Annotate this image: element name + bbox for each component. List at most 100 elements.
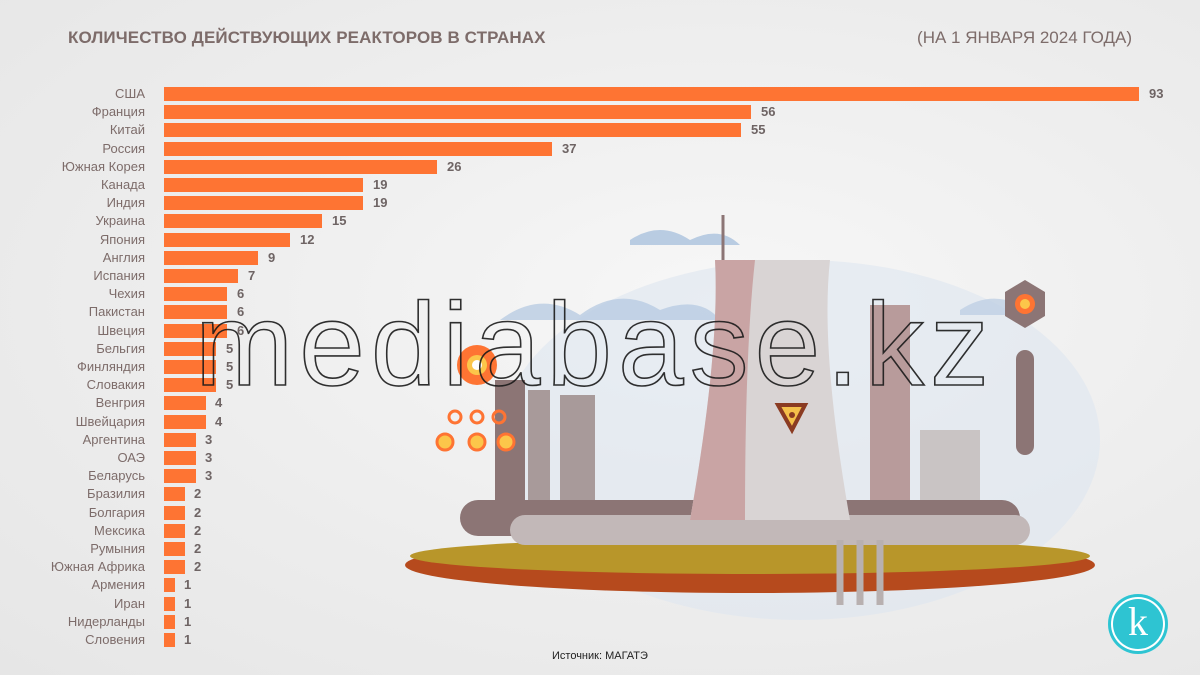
- chart-row: Бельгия 5: [0, 341, 1200, 359]
- country-label: Аргентина: [82, 431, 145, 447]
- chart-row: Франция 56: [0, 104, 1200, 122]
- value-label: 37: [562, 140, 577, 156]
- value-label: 1: [184, 577, 192, 593]
- country-label: Швеция: [97, 322, 145, 338]
- country-label: Иран: [114, 595, 145, 611]
- bar: [164, 414, 206, 429]
- country-label: Бразилия: [87, 486, 145, 502]
- value-label: 2: [194, 486, 202, 502]
- bar: [164, 159, 437, 174]
- country-label: Пакистан: [88, 304, 145, 320]
- value-label: 3: [205, 450, 213, 465]
- fuel-rod-icon: [1016, 350, 1034, 455]
- bar: [164, 123, 741, 138]
- bar: [164, 523, 185, 538]
- bar: [164, 614, 175, 629]
- value-label: 5: [226, 359, 234, 374]
- chart-row: Испания 7: [0, 268, 1200, 286]
- bar: [164, 287, 227, 302]
- bar: [164, 633, 175, 647]
- chart-row: Южная Корея 26: [0, 159, 1200, 177]
- logo-letter: k: [1128, 599, 1148, 644]
- bar: [164, 360, 216, 374]
- bar: [164, 487, 185, 502]
- bar: [164, 469, 196, 484]
- value-label: 5: [226, 377, 234, 393]
- chart-row: Румыния 2: [0, 541, 1200, 559]
- value-label: 55: [751, 122, 766, 138]
- bar: [164, 341, 216, 356]
- country-label: Болгария: [88, 504, 145, 520]
- bar: [164, 396, 206, 411]
- bar: [164, 250, 258, 265]
- value-label: 1: [184, 632, 192, 647]
- chart-row: Швейцария 4: [0, 414, 1200, 432]
- value-label: 56: [761, 104, 776, 120]
- chart-row: ОАЭ 3: [0, 450, 1200, 468]
- country-label: Франция: [91, 104, 145, 120]
- country-label: Южная Африка: [50, 559, 145, 575]
- value-label: 1: [184, 613, 192, 629]
- value-label: 5: [226, 340, 234, 356]
- value-label: 26: [447, 158, 462, 174]
- value-label: 19: [373, 177, 388, 192]
- value-label: 7: [248, 268, 256, 283]
- atom-diagram-icon: [435, 345, 516, 452]
- country-label: Словения: [85, 632, 145, 647]
- country-label: Англия: [102, 249, 145, 265]
- country-label: Словакия: [86, 377, 145, 393]
- country-label: ОАЭ: [117, 450, 145, 465]
- chart-row: Пакистан 6: [0, 304, 1200, 322]
- country-label: Испания: [93, 268, 145, 283]
- country-label: Румыния: [90, 541, 145, 556]
- bar: [164, 196, 363, 211]
- bar: [164, 305, 227, 320]
- country-label: Бельгия: [96, 340, 145, 356]
- chart-row: Канада 19: [0, 177, 1200, 195]
- chart-row: Бразилия 2: [0, 486, 1200, 504]
- chart-row: Южная Африка 2: [0, 559, 1200, 577]
- value-label: 4: [215, 413, 223, 429]
- chart-row: Швеция 6: [0, 323, 1200, 341]
- value-label: 3: [205, 431, 213, 447]
- bar: [164, 542, 185, 556]
- value-label: 15: [332, 213, 347, 229]
- country-label: Украина: [95, 213, 146, 229]
- pipes: [836, 540, 884, 605]
- chart-row: Финляндия 5: [0, 359, 1200, 377]
- chart-row: Мексика 2: [0, 523, 1200, 541]
- bar: [164, 378, 216, 393]
- chart-row: Индия 19: [0, 195, 1200, 213]
- page-subtitle: (НА 1 ЯНВАРЯ 2024 ГОДА): [917, 28, 1132, 47]
- value-label: 6: [237, 304, 245, 320]
- country-label: Нидерланды: [67, 613, 145, 629]
- value-label: 3: [205, 468, 213, 484]
- value-label: 6: [237, 322, 245, 338]
- country-label: Россия: [102, 140, 145, 156]
- source-note: Источник: МАГАТЭ: [552, 650, 648, 662]
- chart-row: Аргентина 3: [0, 432, 1200, 450]
- bar: [164, 214, 322, 229]
- chart-row: Армения 1: [0, 577, 1200, 595]
- value-label: 2: [194, 522, 202, 538]
- bar: [164, 451, 196, 465]
- country-label: Мексика: [93, 522, 145, 538]
- value-label: 19: [373, 195, 388, 211]
- country-label: Япония: [99, 231, 145, 247]
- value-label: 4: [215, 395, 223, 411]
- bar: [164, 269, 238, 283]
- chart-row: Беларусь 3: [0, 468, 1200, 486]
- country-label: Швейцария: [75, 413, 145, 429]
- value-label: 2: [194, 559, 202, 575]
- country-label: Индия: [106, 195, 145, 211]
- page-title: КОЛИЧЕСТВО ДЕЙСТВУЮЩИХ РЕАКТОРОВ В СТРАН…: [68, 28, 546, 47]
- chart-row: США 93: [0, 86, 1200, 104]
- chart-row: Иран 1: [0, 596, 1200, 614]
- bar: [164, 560, 185, 575]
- hex-nut-icon: [1005, 280, 1045, 328]
- value-label: 1: [184, 595, 192, 611]
- bar: [164, 323, 227, 338]
- bar: [164, 105, 751, 120]
- country-label: Беларусь: [88, 468, 145, 484]
- chart-row: Украина 15: [0, 213, 1200, 231]
